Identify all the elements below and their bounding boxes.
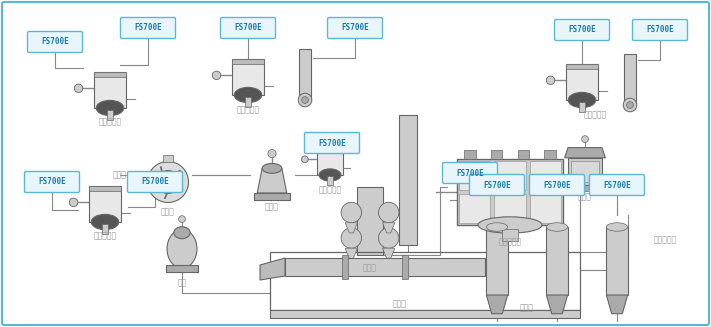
Bar bbox=[357, 187, 383, 255]
Circle shape bbox=[341, 202, 361, 223]
Text: 预热器: 预热器 bbox=[363, 264, 377, 272]
Bar bbox=[491, 149, 503, 159]
Text: 熟料磨: 熟料磨 bbox=[578, 193, 592, 201]
Circle shape bbox=[147, 162, 188, 202]
Polygon shape bbox=[546, 295, 567, 314]
Text: FS700E: FS700E bbox=[38, 178, 66, 186]
Bar bbox=[299, 49, 311, 100]
Bar bbox=[566, 64, 598, 69]
FancyBboxPatch shape bbox=[530, 175, 584, 196]
FancyBboxPatch shape bbox=[24, 171, 80, 193]
Bar bbox=[166, 265, 198, 272]
Ellipse shape bbox=[568, 92, 596, 108]
FancyBboxPatch shape bbox=[28, 31, 82, 53]
Bar bbox=[399, 115, 417, 245]
Bar bbox=[530, 194, 561, 223]
Bar bbox=[624, 54, 636, 105]
Text: FS700E: FS700E bbox=[341, 24, 369, 32]
Polygon shape bbox=[260, 258, 285, 280]
Circle shape bbox=[178, 216, 186, 222]
Ellipse shape bbox=[174, 227, 190, 239]
Text: FS700E: FS700E bbox=[568, 26, 596, 35]
FancyBboxPatch shape bbox=[127, 171, 183, 193]
Polygon shape bbox=[383, 223, 395, 233]
Ellipse shape bbox=[606, 223, 628, 231]
Text: FS700E: FS700E bbox=[646, 26, 674, 35]
Bar bbox=[566, 64, 598, 100]
Bar bbox=[285, 258, 485, 276]
Circle shape bbox=[378, 228, 399, 248]
Circle shape bbox=[582, 136, 589, 143]
Text: 煤磨: 煤磨 bbox=[177, 279, 186, 287]
Ellipse shape bbox=[96, 100, 124, 116]
Bar bbox=[102, 224, 108, 234]
FancyBboxPatch shape bbox=[304, 132, 360, 153]
Polygon shape bbox=[606, 295, 628, 314]
Polygon shape bbox=[486, 295, 508, 314]
Text: FS700E: FS700E bbox=[234, 24, 262, 32]
Circle shape bbox=[69, 198, 77, 207]
Bar bbox=[163, 155, 173, 162]
Bar bbox=[486, 227, 508, 295]
Bar bbox=[459, 162, 490, 190]
Circle shape bbox=[268, 149, 276, 158]
Bar bbox=[546, 227, 567, 295]
Polygon shape bbox=[257, 168, 287, 193]
Bar bbox=[579, 102, 585, 112]
Polygon shape bbox=[345, 223, 358, 233]
Circle shape bbox=[298, 93, 312, 107]
Bar bbox=[544, 149, 556, 159]
Text: 生料磨: 生料磨 bbox=[265, 202, 279, 212]
Bar bbox=[94, 72, 126, 108]
Bar bbox=[564, 185, 606, 191]
Bar bbox=[464, 149, 476, 159]
Text: FS700E: FS700E bbox=[141, 178, 169, 186]
Ellipse shape bbox=[478, 217, 542, 233]
Bar bbox=[89, 186, 121, 222]
Circle shape bbox=[75, 84, 82, 93]
Bar bbox=[254, 193, 290, 199]
Bar bbox=[232, 59, 264, 95]
Circle shape bbox=[624, 98, 637, 112]
Bar bbox=[606, 227, 628, 295]
Bar bbox=[327, 176, 333, 184]
Ellipse shape bbox=[234, 87, 262, 103]
Bar bbox=[456, 159, 563, 225]
Bar bbox=[89, 186, 121, 191]
Ellipse shape bbox=[319, 169, 341, 181]
Bar bbox=[494, 194, 525, 223]
Bar bbox=[572, 161, 599, 181]
Circle shape bbox=[156, 170, 179, 194]
Circle shape bbox=[626, 102, 634, 108]
Text: 袋式除尘器: 袋式除尘器 bbox=[584, 111, 606, 119]
Text: FS700E: FS700E bbox=[318, 139, 346, 147]
Text: 碎石机: 碎石机 bbox=[161, 208, 175, 216]
Bar bbox=[270, 310, 580, 318]
Bar bbox=[245, 97, 252, 107]
Bar bbox=[402, 255, 408, 279]
Polygon shape bbox=[345, 248, 358, 258]
Text: 袋式除尘器: 袋式除尘器 bbox=[237, 106, 260, 114]
Polygon shape bbox=[565, 147, 605, 158]
Circle shape bbox=[301, 96, 309, 103]
FancyBboxPatch shape bbox=[469, 175, 525, 196]
Text: 袋式除尘器: 袋式除尘器 bbox=[319, 185, 341, 195]
Ellipse shape bbox=[167, 230, 197, 268]
Text: FS700E: FS700E bbox=[41, 38, 69, 46]
Bar bbox=[317, 146, 343, 175]
Circle shape bbox=[546, 76, 555, 85]
FancyBboxPatch shape bbox=[120, 18, 176, 39]
Ellipse shape bbox=[91, 215, 119, 230]
Bar bbox=[107, 110, 113, 120]
FancyBboxPatch shape bbox=[328, 18, 383, 39]
Ellipse shape bbox=[262, 164, 282, 173]
Bar bbox=[94, 72, 126, 77]
Circle shape bbox=[378, 202, 399, 223]
Bar bbox=[568, 158, 602, 185]
Bar bbox=[494, 162, 525, 190]
Bar bbox=[518, 149, 529, 159]
Circle shape bbox=[301, 156, 309, 163]
Bar bbox=[317, 146, 343, 150]
Bar bbox=[270, 252, 580, 310]
